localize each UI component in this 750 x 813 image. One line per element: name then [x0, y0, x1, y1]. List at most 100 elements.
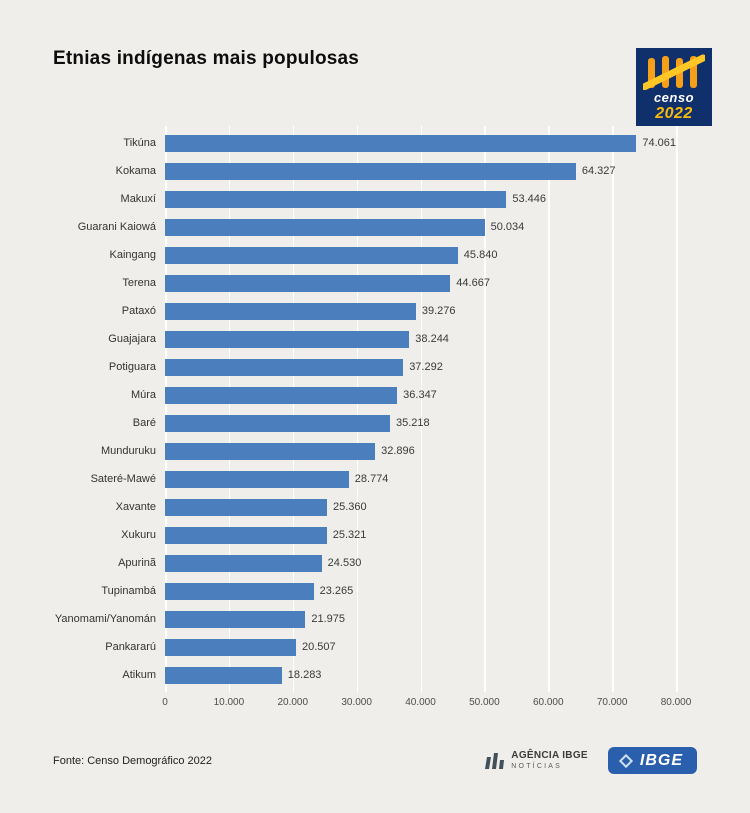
category-label: Tupinambá	[101, 585, 156, 597]
bar-area: 25.321	[165, 526, 676, 544]
bar	[165, 134, 637, 152]
value-label: 74.061	[642, 137, 676, 149]
value-label: 53.446	[512, 193, 547, 205]
chart-row: Terena 44.667	[0, 269, 750, 297]
x-tick-label: 20.000	[277, 697, 309, 708]
bar-area: 24.530	[165, 554, 676, 572]
bar-area: 45.840	[165, 246, 676, 264]
category-label: Kaingang	[109, 249, 157, 261]
header: Etnias indígenas mais populosas	[0, 0, 750, 70]
value-label: 23.265	[319, 585, 354, 597]
category-label: Munduruku	[100, 445, 156, 457]
category-label: Xukuru	[121, 529, 156, 541]
page-title: Etnias indígenas mais populosas	[53, 48, 360, 69]
value-label: 44.667	[456, 277, 490, 289]
bar	[165, 302, 416, 320]
chart-row: Yanomami/Yanomán 21.975	[0, 605, 750, 633]
bar-area: 32.896	[165, 442, 676, 460]
bar-area: 38.244	[165, 330, 676, 348]
value-label: 36.347	[403, 389, 437, 401]
chart-row: Pataxó 39.276	[0, 297, 750, 325]
chart-rows: Tikúna 74.061 Kokama 64.327 Makuxí 53.446 Guar…	[0, 126, 750, 689]
ibge-logo-text: IBGE	[639, 751, 683, 769]
chart-row: Guarani Kaiowá 50.034	[0, 213, 750, 241]
tally-marks-icon	[643, 54, 705, 90]
bar-area: 23.265	[165, 582, 676, 600]
value-label: 50.034	[490, 221, 525, 233]
category-label: Pankararú	[105, 641, 156, 653]
bar	[165, 610, 306, 628]
chart-row: Kaingang 45.840	[0, 241, 750, 269]
category-label: Múra	[130, 389, 156, 401]
bar	[165, 498, 327, 516]
value-label: 45.840	[463, 249, 498, 261]
agencia-ibge-icon	[485, 752, 505, 769]
value-label: 20.507	[301, 641, 336, 653]
category-label: Xavante	[115, 501, 156, 513]
chart-row: Xukuru 25.321	[0, 521, 750, 549]
bar-area: 18.283	[165, 666, 676, 684]
category-label: Atikum	[122, 669, 156, 681]
value-label: 37.292	[409, 361, 443, 373]
censo-2022-logo: censo 2022	[636, 48, 712, 126]
bar-area: 64.327	[165, 162, 676, 180]
bar	[165, 218, 485, 236]
ibge-logo: IBGE	[607, 747, 697, 774]
censo-logo-year: 2022	[655, 105, 693, 122]
bar	[165, 358, 404, 376]
bar	[165, 246, 458, 264]
chart-row: Kokama 64.327	[0, 157, 750, 185]
chart-row: Tikúna 74.061	[0, 129, 750, 157]
value-label: 25.360	[332, 501, 367, 513]
agencia-ibge-subtitle: NOTÍCIAS	[511, 763, 562, 770]
source-note: Fonte: Censo Demográfico 2022	[53, 754, 212, 767]
bar	[165, 274, 451, 292]
bar-area: 21.975	[165, 610, 676, 628]
bar	[165, 554, 322, 572]
category-label: Sateré-Mawé	[90, 473, 156, 485]
category-label: Makuxí	[120, 193, 156, 205]
bar	[165, 666, 282, 684]
bar-area: 39.276	[165, 302, 676, 320]
category-label: Apurinã	[118, 557, 156, 569]
bar-area: 74.061	[165, 134, 676, 152]
category-label: Guarani Kaiowá	[77, 221, 156, 233]
bar	[165, 638, 296, 656]
value-label: 32.896	[381, 445, 415, 457]
bar-chart: Tikúna 74.061 Kokama 64.327 Makuxí 53.446 Guar…	[0, 126, 750, 713]
chart-row: Potiguara 37.292	[0, 353, 750, 381]
value-label: 24.530	[327, 557, 362, 569]
bar	[165, 414, 390, 432]
bar	[165, 386, 398, 404]
bar	[165, 470, 349, 488]
chart-row: Atikum 18.283	[0, 661, 750, 689]
bar-area: 25.360	[165, 498, 676, 516]
value-label: 38.244	[415, 333, 449, 345]
bar	[165, 190, 507, 208]
value-label: 18.283	[287, 669, 322, 681]
value-label: 28.774	[354, 473, 389, 485]
category-label: Terena	[122, 277, 156, 289]
chart-row: Múra 36.347	[0, 381, 750, 409]
x-tick-label: 10.000	[213, 697, 245, 708]
bar-area: 37.292	[165, 358, 676, 376]
chart-row: Makuxí 53.446	[0, 185, 750, 213]
agencia-ibge-text: AGÊNCIA IBGE NOTÍCIAS	[511, 751, 588, 771]
bar	[165, 330, 410, 348]
category-label: Pataxó	[121, 305, 156, 317]
value-label: 21.975	[311, 613, 346, 625]
x-tick-label: 50.000	[469, 697, 500, 708]
category-label: Potiguara	[108, 361, 156, 373]
bar-area: 50.034	[165, 218, 676, 236]
value-label: 39.276	[421, 305, 456, 317]
chart-row: Munduruku 32.896	[0, 437, 750, 465]
bar-area: 28.774	[165, 470, 676, 488]
chart-row: Guajajara 38.244	[0, 325, 750, 353]
value-label: 35.218	[395, 417, 430, 429]
category-label: Yanomami/Yanomán	[54, 613, 156, 625]
footer: Fonte: Censo Demográfico 2022 AGÊNCIA IB…	[0, 747, 750, 774]
chart-row: Baré 35.218	[0, 409, 750, 437]
category-label: Guajajara	[108, 333, 156, 345]
censo-logo-text: censo	[653, 90, 695, 105]
bar-area: 36.347	[165, 386, 676, 404]
